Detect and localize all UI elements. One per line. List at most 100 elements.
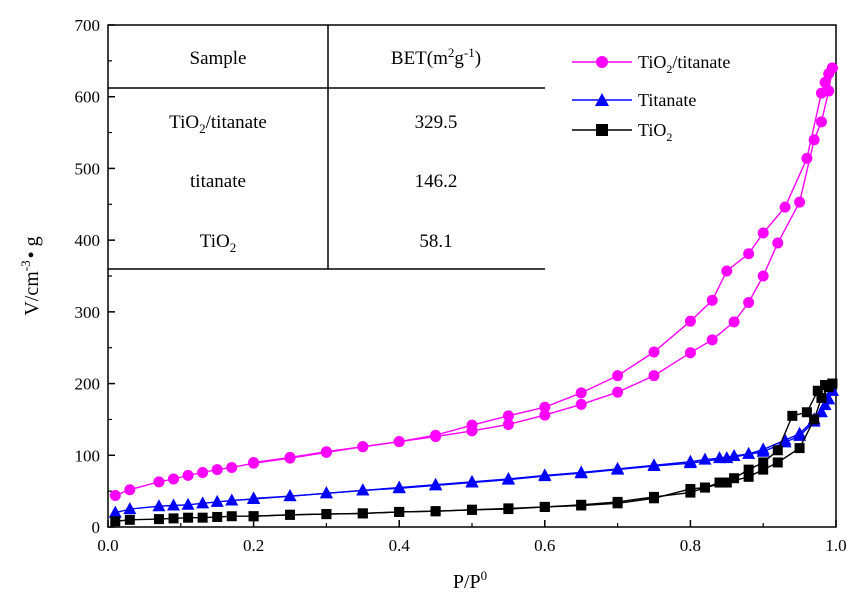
data-point	[167, 498, 181, 511]
data-point	[827, 378, 838, 389]
data-point	[575, 398, 587, 410]
data-point	[685, 483, 696, 494]
data-point	[793, 426, 807, 439]
data-point	[467, 504, 477, 515]
data-point	[465, 474, 479, 487]
legend: TiO2/titanate Titanate TiO2	[572, 52, 730, 144]
data-point	[758, 457, 769, 468]
series-line-adsorption	[115, 383, 833, 522]
data-point	[812, 385, 823, 396]
data-point	[110, 516, 121, 527]
data-point	[501, 471, 515, 484]
series-line-adsorption	[115, 390, 834, 514]
data-point	[123, 502, 137, 515]
data-point	[197, 512, 208, 523]
data-point	[612, 386, 624, 398]
legend-marker-circle	[596, 56, 608, 68]
data-point	[809, 414, 820, 425]
x-tick-label: 0.8	[680, 536, 701, 555]
legend-entry-tio2: TiO2	[572, 120, 672, 144]
data-point	[743, 248, 755, 260]
data-point	[539, 401, 551, 413]
legend-marker-triangle	[595, 93, 609, 106]
legend-marker-square	[596, 124, 608, 136]
data-point	[212, 511, 223, 522]
data-point	[226, 511, 237, 522]
legend-label: Titanate	[638, 90, 696, 110]
data-point	[538, 468, 552, 481]
data-point	[758, 464, 769, 475]
table-cell-sample: TiO2/titanate	[169, 112, 267, 136]
legend-entry-titanate: Titanate	[572, 90, 696, 110]
data-point	[109, 489, 121, 501]
data-point	[394, 506, 405, 517]
data-point	[820, 380, 831, 391]
data-point	[794, 196, 806, 208]
y-tick-label: 500	[75, 159, 101, 178]
data-point	[757, 227, 769, 239]
data-point	[816, 392, 827, 403]
data-point	[466, 419, 478, 431]
data-point	[430, 429, 442, 441]
x-tick-label: 0.6	[534, 536, 555, 555]
data-point	[503, 504, 514, 515]
data-point	[819, 76, 831, 88]
data-point	[393, 436, 405, 448]
data-point	[124, 514, 135, 525]
data-point	[772, 457, 783, 468]
table-cell-bet: 58.1	[419, 231, 452, 252]
y-tick-label: 300	[75, 303, 101, 322]
data-point	[818, 398, 832, 411]
data-point	[211, 464, 223, 476]
data-point	[357, 441, 369, 453]
data-point	[226, 461, 238, 473]
data-point	[612, 370, 624, 382]
data-point	[801, 407, 812, 418]
data-point	[743, 297, 755, 309]
data-point	[392, 480, 406, 493]
y-tick-label: 400	[75, 231, 101, 250]
data-point	[648, 346, 660, 358]
table-header-sample: Sample	[190, 48, 247, 69]
data-point	[683, 454, 697, 467]
data-point	[649, 493, 659, 504]
data-point	[714, 477, 725, 488]
data-point	[684, 347, 696, 359]
data-point	[728, 316, 740, 328]
data-point	[357, 508, 368, 519]
data-point	[742, 446, 756, 459]
data-point	[779, 201, 791, 213]
data-point	[823, 68, 835, 80]
data-point	[283, 489, 297, 502]
data-point	[815, 87, 827, 99]
data-point	[284, 451, 296, 463]
data-point	[575, 387, 587, 399]
data-point	[706, 294, 718, 306]
data-point	[320, 446, 332, 458]
data-point	[356, 483, 370, 496]
y-tick-label: 700	[75, 16, 101, 35]
y-tick-label: 0	[92, 518, 101, 537]
data-point	[124, 484, 136, 496]
data-point	[756, 442, 770, 455]
table-header-bet: BET(m2g-1)	[391, 45, 481, 69]
data-point	[248, 511, 259, 522]
legend-label: TiO2/titanate	[638, 52, 730, 76]
data-point	[729, 473, 740, 484]
x-tick-labels: 0.0 0.2 0.4 0.6 0.8 1.0	[97, 536, 846, 555]
data-point	[182, 469, 194, 481]
data-point	[321, 509, 332, 520]
data-point	[153, 514, 164, 525]
data-point	[168, 513, 179, 524]
data-point	[196, 496, 210, 509]
legend-entry-tio2-titanate: TiO2/titanate	[572, 52, 730, 76]
data-point	[713, 451, 727, 464]
y-tick-label: 100	[75, 446, 101, 465]
data-point	[285, 509, 295, 520]
data-point	[612, 498, 623, 509]
table-cell-sample: titanate	[190, 171, 246, 192]
data-point	[699, 482, 710, 493]
data-point	[108, 505, 122, 518]
data-point	[801, 152, 813, 164]
